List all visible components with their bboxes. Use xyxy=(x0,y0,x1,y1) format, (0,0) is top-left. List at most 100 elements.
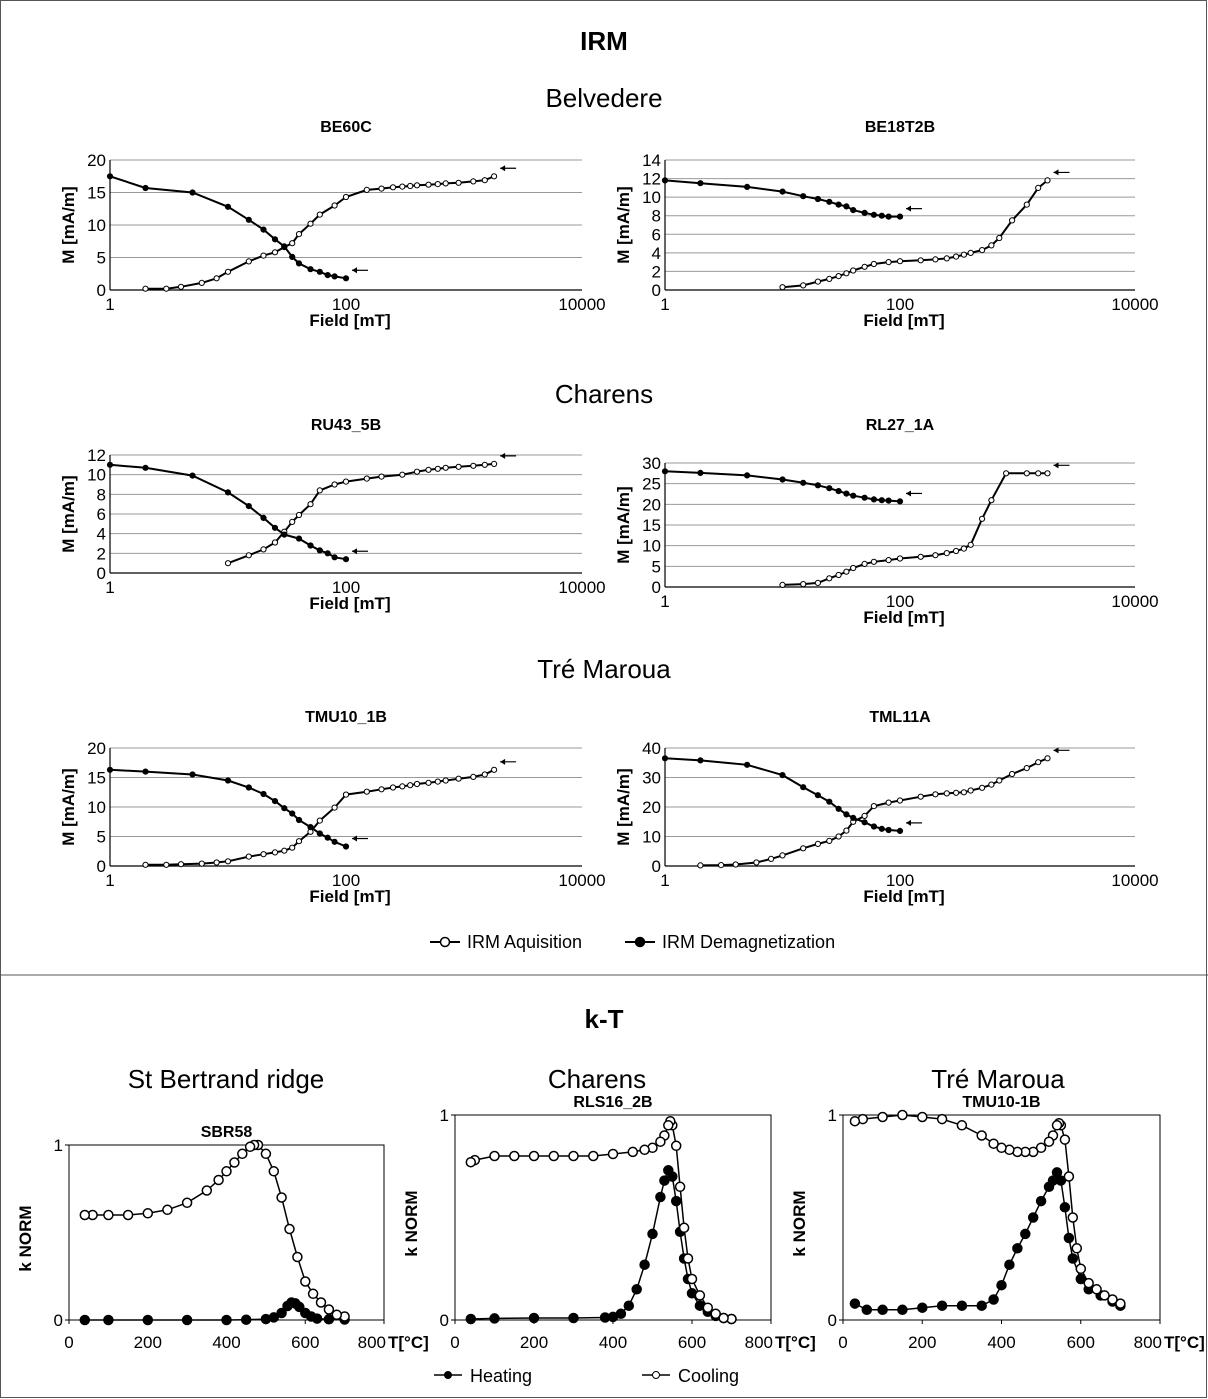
point-irm-aquisition xyxy=(331,481,338,488)
point-irm-aquisition xyxy=(1003,470,1010,477)
point-irm-demagnetization xyxy=(142,464,149,471)
y-tick-label: 30 xyxy=(642,454,661,473)
point-irm-aquisition xyxy=(870,558,878,565)
point-irm-demagnetization xyxy=(835,805,842,812)
point-irm-aquisition xyxy=(224,858,232,865)
point-heating xyxy=(276,1307,287,1319)
point-irm-aquisition xyxy=(281,847,288,854)
x-tick-label: 100 xyxy=(886,871,914,890)
point-irm-aquisition xyxy=(697,862,704,869)
point-cooling xyxy=(655,1136,666,1147)
point-irm-aquisition xyxy=(800,282,807,289)
point-heating xyxy=(181,1314,193,1326)
point-irm-aquisition xyxy=(1023,201,1030,208)
point-irm-aquisition xyxy=(967,787,974,794)
point-irm-aquisition xyxy=(960,545,968,552)
point-cooling xyxy=(1067,1212,1079,1223)
x-axis-label: Field [mT] xyxy=(309,311,390,330)
point-irm-aquisition xyxy=(1023,470,1030,477)
point-irm-aquisition xyxy=(826,275,833,282)
point-irm-demagnetization xyxy=(843,203,850,210)
point-irm-aquisition xyxy=(245,853,252,860)
point-heating xyxy=(323,1314,335,1325)
point-irm-demagnetization xyxy=(324,550,331,557)
point-irm-aquisition xyxy=(943,790,950,797)
x-axis-label: Field [mT] xyxy=(863,311,944,330)
y-tick-label: 0 xyxy=(97,281,106,300)
y-axis-label: M [mA/m] xyxy=(614,486,633,563)
point-irm-aquisition xyxy=(896,555,904,562)
point-cooling xyxy=(237,1148,248,1160)
chart-be60c: BE60C 0 5 10 15 20 1 100 10000 Field [mT] M [mA/m] xyxy=(59,119,606,330)
point-irm-aquisition xyxy=(425,181,432,188)
point-heating xyxy=(1063,1232,1075,1244)
point-irm-aquisition xyxy=(753,859,760,866)
point-irm-demagnetization xyxy=(106,173,114,180)
y-tick-label: 20 xyxy=(642,495,661,514)
x-tick-label: 400 xyxy=(987,1333,1015,1352)
point-cooling xyxy=(1051,1120,1063,1131)
point-cooling xyxy=(122,1209,134,1221)
point-irm-aquisition xyxy=(953,547,960,555)
point-irm-demagnetization xyxy=(260,790,267,798)
y-tick-label: 8 xyxy=(652,207,661,226)
point-irm-aquisition xyxy=(378,473,385,480)
point-irm-aquisition xyxy=(316,817,323,824)
point-irm-aquisition xyxy=(470,462,477,469)
point-irm-aquisition xyxy=(779,581,786,589)
point-irm-demagnetization xyxy=(661,177,669,184)
cooling-arrowhead-icon xyxy=(906,490,911,497)
point-irm-aquisition xyxy=(434,181,441,188)
point-irm-aquisition xyxy=(413,780,421,788)
x-tick-label: 0 xyxy=(64,1333,73,1352)
point-cooling xyxy=(79,1209,91,1221)
y-tick-label: 0 xyxy=(652,578,661,597)
point-irm-aquisition xyxy=(407,782,414,789)
y-tick-label: 12 xyxy=(87,446,106,465)
point-irm-aquisition xyxy=(896,258,904,265)
point-cooling xyxy=(1091,1284,1102,1295)
x-tick-label: 1 xyxy=(660,295,669,314)
point-irm-aquisition xyxy=(988,497,995,504)
point-cooling xyxy=(639,1144,650,1156)
x-tick-label: 10000 xyxy=(558,295,605,314)
point-irm-aquisition xyxy=(960,251,968,258)
point-irm-demagnetization xyxy=(843,811,850,818)
point-heating xyxy=(221,1314,232,1326)
point-cooling xyxy=(284,1223,295,1235)
point-cooling xyxy=(568,1150,579,1162)
y-tick-label: 10 xyxy=(642,828,661,847)
point-irm-demagnetization xyxy=(826,485,833,492)
point-irm-demagnetization xyxy=(245,216,252,223)
point-irm-demagnetization xyxy=(885,213,892,220)
point-irm-aquisition xyxy=(988,781,995,788)
point-irm-aquisition xyxy=(198,860,205,867)
point-irm-demagnetization xyxy=(189,472,196,479)
point-irm-aquisition xyxy=(378,185,385,192)
point-irm-aquisition xyxy=(470,178,477,185)
point-cooling xyxy=(142,1208,154,1219)
point-cooling xyxy=(162,1204,173,1216)
legend-heating: Heating xyxy=(470,1366,532,1386)
point-irm-aquisition xyxy=(979,247,986,254)
point-heating xyxy=(623,1300,635,1311)
point-irm-aquisition xyxy=(481,461,488,468)
point-irm-aquisition xyxy=(979,784,986,791)
point-irm-aquisition xyxy=(1044,755,1051,762)
x-tick-label: 0 xyxy=(450,1333,459,1352)
point-heating xyxy=(1012,1243,1023,1254)
point-heating xyxy=(936,1300,948,1311)
point-cooling xyxy=(1043,1136,1055,1147)
point-irm-aquisition xyxy=(979,515,986,522)
y-tick-label: 40 xyxy=(642,739,661,758)
point-irm-aquisition xyxy=(399,783,406,790)
point-irm-demagnetization xyxy=(861,819,868,826)
y-tick-label: 10 xyxy=(87,798,106,817)
point-irm-demagnetization xyxy=(271,236,279,243)
point-irm-aquisition xyxy=(407,182,414,190)
point-irm-demagnetization xyxy=(878,497,885,504)
point-cooling xyxy=(1099,1290,1110,1301)
y-tick-label: 0 xyxy=(828,1311,837,1330)
point-irm-demagnetization xyxy=(697,469,704,476)
